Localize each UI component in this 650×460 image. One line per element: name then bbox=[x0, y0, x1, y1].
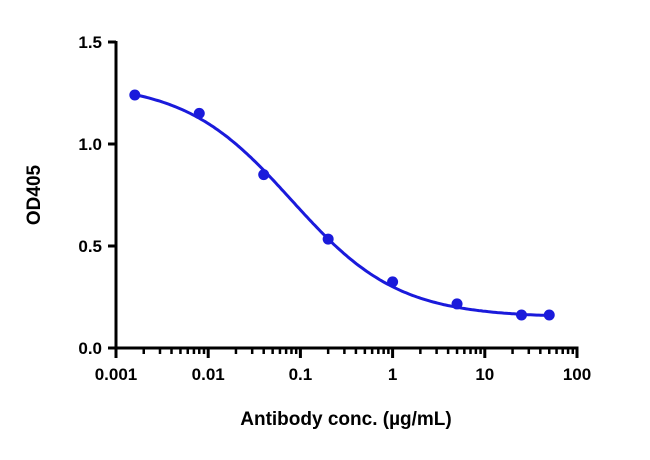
x-tick-label: 100 bbox=[563, 365, 591, 384]
y-tick-label: 1.0 bbox=[78, 135, 102, 154]
x-tick-label: 10 bbox=[475, 365, 494, 384]
data-point bbox=[451, 298, 463, 310]
y-tick-label: 0.0 bbox=[78, 339, 102, 358]
x-tick-label: 0.01 bbox=[192, 365, 225, 384]
data-point bbox=[322, 233, 334, 245]
data-point bbox=[543, 309, 555, 321]
axes: 0.0 0.5 1.0 1.5 0.001 0.01 0.1 1 10 100 bbox=[78, 33, 591, 384]
x-axis-label: Antibody conc. (µg/mL) bbox=[240, 409, 452, 430]
y-tick-label: 0.5 bbox=[78, 237, 102, 256]
data-point bbox=[129, 89, 141, 101]
y-tick-label: 1.5 bbox=[78, 33, 102, 52]
data-point bbox=[387, 276, 399, 288]
data-point bbox=[515, 309, 527, 321]
x-tick-label: 1 bbox=[388, 365, 397, 384]
fit-curve bbox=[134, 93, 550, 317]
data-point bbox=[258, 169, 270, 181]
x-tick-label: 0.001 bbox=[95, 365, 138, 384]
x-tick-label: 0.1 bbox=[289, 365, 313, 384]
data-point bbox=[193, 107, 205, 119]
data-points bbox=[129, 89, 555, 321]
y-axis-label: OD405 bbox=[24, 164, 45, 225]
